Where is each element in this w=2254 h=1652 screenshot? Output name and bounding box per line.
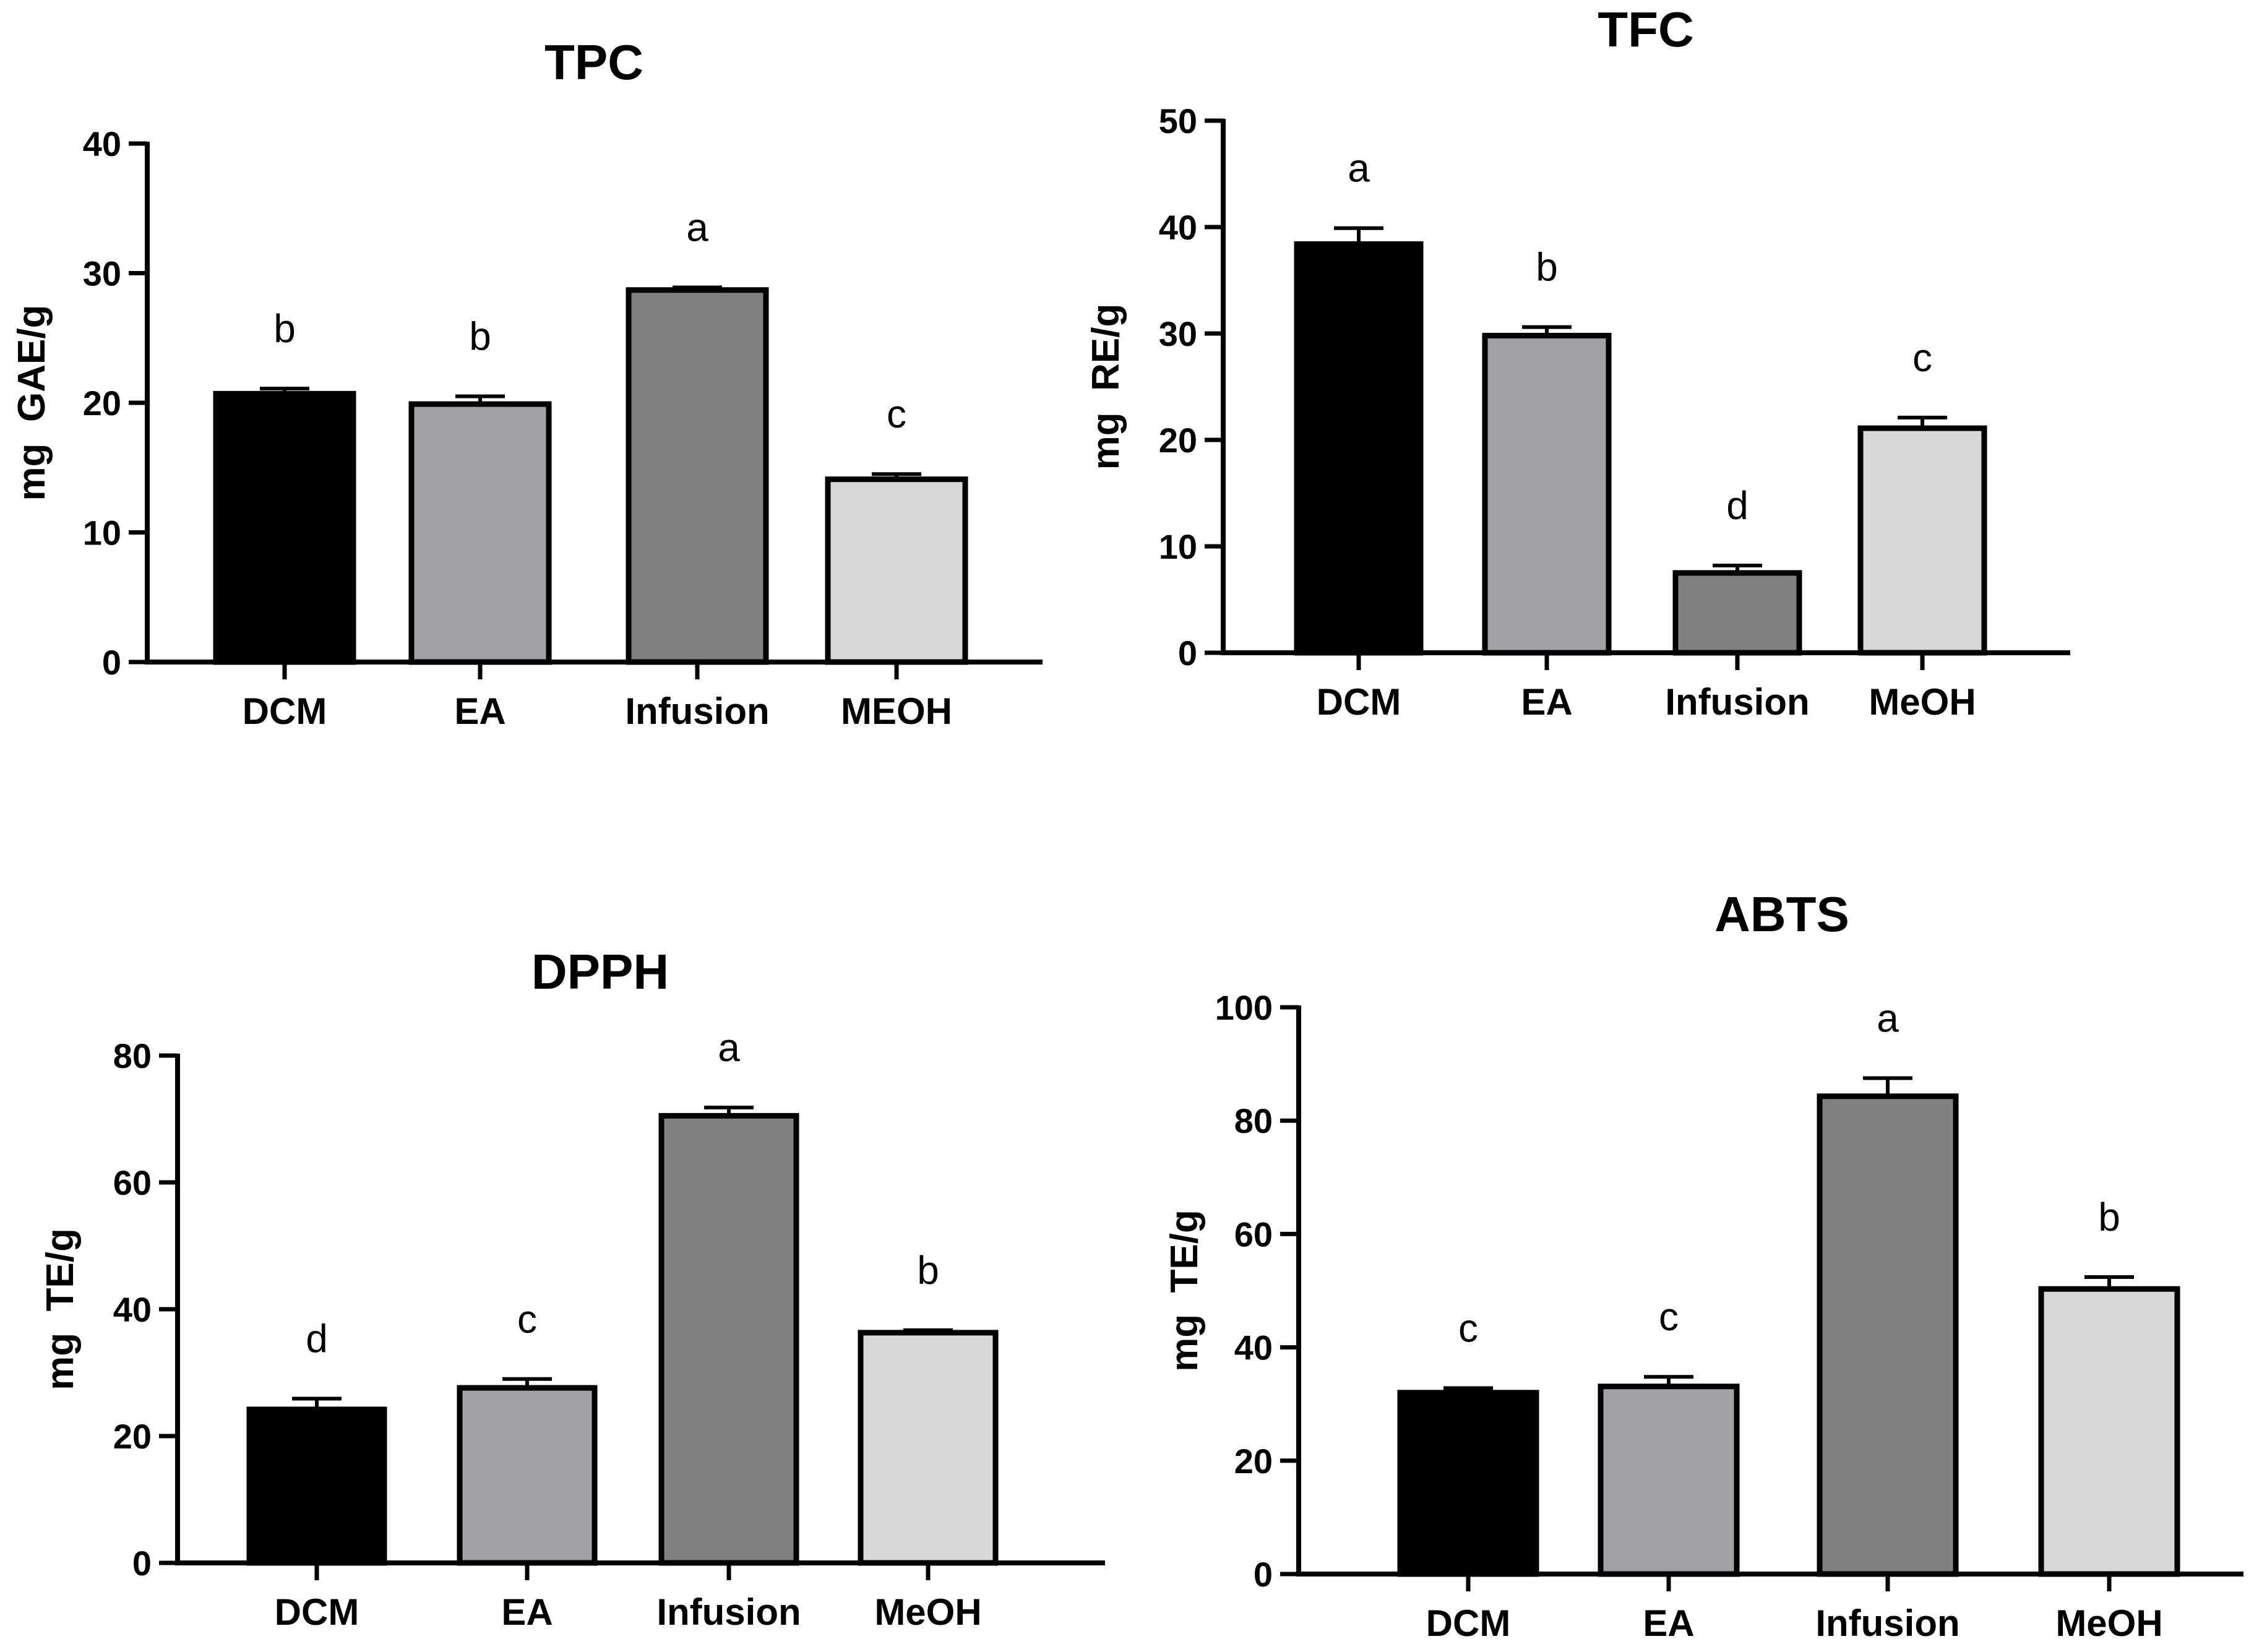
bar-meoh: [1857, 425, 1987, 656]
bar-dcm: [1397, 1390, 1539, 1577]
x-tick-label: DCM: [275, 1591, 359, 1633]
chart-title: TPC: [544, 35, 643, 90]
y-tick-label: 80: [1234, 1101, 1273, 1140]
x-tick-label: Infusion: [625, 690, 769, 732]
x-tick-label: DCM: [1317, 681, 1401, 723]
y-tick-label: 40: [1234, 1328, 1273, 1367]
x-tick-label: DCM: [243, 690, 327, 732]
chart-dpph: DPPH mg TE/g 0 20 40 60 80 d DCM c EA a Infusion b MeO…: [39, 944, 1105, 1633]
y-tick-label: 100: [1215, 988, 1273, 1027]
significance-label: c: [887, 392, 906, 436]
y-tick-label: 50: [1159, 101, 1197, 140]
x-tick-label: Infusion: [656, 1591, 801, 1633]
x-tick-label: EA: [501, 1591, 553, 1633]
significance-label: b: [2098, 1195, 2120, 1239]
y-axis-label: mg TE/g: [1163, 1210, 1206, 1372]
y-tick-label: 40: [113, 1290, 152, 1329]
y-tick-label: 0: [1254, 1555, 1273, 1594]
x-tick-label: Infusion: [1815, 1603, 1959, 1644]
significance-label: c: [1458, 1306, 1478, 1351]
chart-tfc: TFC mg RE/g 0 10 20 30 40 50 a DCM b EA d Infusion c Me…: [1085, 2, 2070, 723]
y-tick-label: 0: [102, 643, 121, 682]
y-tick-label: 10: [83, 514, 121, 553]
chart-title: TFC: [1598, 2, 1694, 57]
y-tick-label: 40: [1159, 208, 1197, 247]
bar-dcm: [246, 1406, 387, 1566]
y-tick-label: 30: [83, 254, 121, 293]
bar-infusion: [1672, 570, 1802, 656]
bar-meoh: [825, 476, 968, 665]
significance-label: a: [1348, 146, 1370, 191]
significance-label: d: [306, 1317, 328, 1361]
y-axis-label: mg GAE/g: [11, 305, 53, 501]
x-tick-label: MEOH: [841, 690, 952, 732]
significance-label: b: [469, 314, 491, 359]
bar-meoh: [2038, 1286, 2180, 1577]
y-tick-label: 0: [132, 1544, 152, 1583]
significance-label: b: [273, 306, 296, 351]
y-tick-label: 60: [1234, 1215, 1273, 1254]
significance-label: c: [517, 1297, 537, 1341]
significance-label: a: [1877, 996, 1899, 1041]
y-tick-label: 40: [83, 124, 121, 163]
chart-title: DPPH: [531, 944, 669, 999]
y-tick-label: 0: [1178, 634, 1197, 673]
bar-infusion: [658, 1112, 799, 1566]
y-tick-label: 20: [83, 384, 121, 423]
x-tick-label: MeOH: [2055, 1603, 2162, 1644]
y-tick-label: 60: [113, 1163, 152, 1202]
significance-label: a: [686, 205, 708, 250]
bar-ea: [408, 401, 552, 665]
bar-meoh: [858, 1330, 999, 1566]
y-tick-label: 80: [113, 1036, 152, 1075]
bar-infusion: [1817, 1093, 1959, 1577]
significance-label: b: [1536, 245, 1558, 290]
bar-ea: [457, 1385, 598, 1566]
x-tick-label: Infusion: [1665, 681, 1809, 723]
chart-tpc: TPC mg GAE/g 0 10 20 30 40 b DCM b EA a Infusion c MEO…: [11, 35, 1043, 732]
x-tick-label: MeOH: [874, 1591, 981, 1633]
y-tick-label: 30: [1159, 314, 1197, 353]
bar-dcm: [213, 390, 356, 665]
significance-label: b: [917, 1248, 939, 1293]
y-tick-label: 20: [1159, 421, 1197, 460]
significance-label: d: [1726, 483, 1749, 528]
significance-label: a: [718, 1025, 740, 1070]
x-tick-label: EA: [454, 690, 505, 732]
y-tick-label: 10: [1159, 527, 1197, 566]
y-axis-label: mg RE/g: [1085, 304, 1127, 470]
bar-infusion: [626, 287, 769, 665]
bar-dcm: [1294, 241, 1424, 656]
bar-ea: [1598, 1383, 1740, 1577]
x-tick-label: DCM: [1426, 1603, 1511, 1644]
x-tick-label: EA: [1521, 681, 1572, 723]
x-tick-label: MeOH: [1869, 681, 1976, 723]
y-tick-label: 20: [1234, 1442, 1273, 1481]
y-tick-label: 20: [113, 1417, 152, 1456]
significance-label: c: [1912, 335, 1932, 380]
y-axis-label: mg TE/g: [39, 1228, 82, 1390]
chart-abts: ABTS mg TE/g 0 20 40 60 80 100 c DCM c EA a Infusion b…: [1163, 887, 2243, 1644]
chart-title: ABTS: [1714, 887, 1849, 942]
significance-label: c: [1659, 1294, 1679, 1339]
x-tick-label: EA: [1643, 1603, 1694, 1644]
bar-ea: [1482, 332, 1612, 656]
